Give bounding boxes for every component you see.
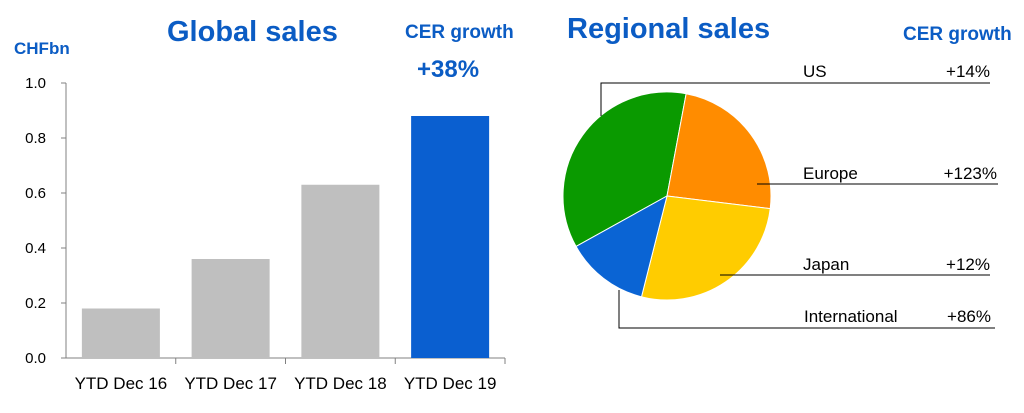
region-growth-japan: +12% [946,255,990,274]
y-tick-label: 0.4 [25,240,46,257]
charts-canvas: 0.0 0.2 0.4 0.6 0.8 1.0 YTD Dec 16 YTD Dec 17 YT… [0,0,1024,413]
region-growth-us: +14% [946,62,990,81]
y-tick-label: 0.0 [25,350,46,367]
region-growth-international: +86% [947,307,991,326]
region-label-international: International [804,307,898,326]
region-label-europe: Europe [803,164,858,183]
y-tick-label: 0.8 [25,130,46,147]
region-label-japan: Japan [803,255,849,274]
x-tick-label: YTD Dec 17 [184,374,277,393]
bar-ytd-dec-18 [301,185,379,358]
y-tick-label: 0.6 [25,185,46,202]
x-tick-label: YTD Dec 19 [404,374,497,393]
bar-ytd-dec-19 [411,116,489,358]
x-tick-label: YTD Dec 16 [75,374,168,393]
x-tick-label: YTD Dec 18 [294,374,387,393]
bar-ytd-dec-17 [192,259,270,358]
y-tick-label: 0.2 [25,295,46,312]
bar-ytd-dec-16 [82,309,160,359]
pie-slice-europe [667,94,771,209]
y-tick-label: 1.0 [25,75,46,92]
region-growth-europe: +123% [944,164,997,183]
region-label-us: US [803,62,827,81]
